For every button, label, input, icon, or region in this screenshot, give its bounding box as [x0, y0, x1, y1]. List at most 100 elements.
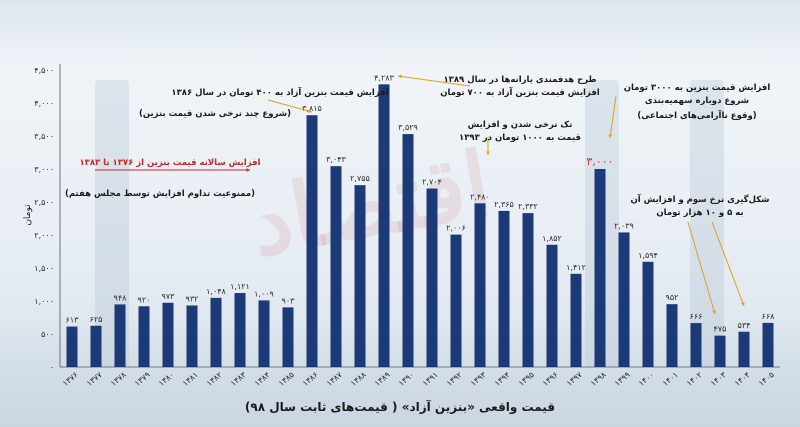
bar-value-label: ۶۱۳ [66, 316, 80, 325]
annotation-text: قیمت به ۱۰۰۰ تومان در ۱۳۹۳ [459, 133, 581, 143]
x-tick-label: ۱۴۰۵ [757, 370, 776, 388]
y-axis-label: تومان [23, 204, 33, 226]
x-tick-label: ۱۳۹۵ [517, 370, 536, 388]
annotations: افزایش قیمت بنزین آزاد به ۴۰۰ تومان در س… [65, 75, 770, 218]
annotation-text: شکل‌گیری نرخ سوم و افزایش آن [630, 193, 769, 205]
annotation-text: افزایش قیمت بنزین آزاد به ۷۰۰ تومان [440, 86, 600, 98]
x-tick-label: ۱۳۸۴ [253, 370, 272, 388]
y-tick-label: ۲,۵۰۰ [34, 198, 54, 207]
bar-value-label: ۲,۰۰۶ [446, 224, 466, 233]
annotation-text: (ممنوعیت تداوم افزایش توسط مجلس هفتم) [65, 189, 255, 199]
bars [66, 84, 774, 368]
bar [618, 232, 630, 367]
bar-value-label: ۱,۸۵۲ [542, 234, 562, 243]
y-tick-label: ۴,۵۰۰ [34, 66, 54, 75]
bar-value-label: ۲,۰۳۹ [614, 221, 634, 230]
bar [594, 169, 606, 367]
annotation-arrowhead [740, 302, 745, 306]
bar-value-label: ۹۷۳ [162, 292, 176, 301]
y-tick-label: ۳,۵۰۰ [34, 132, 54, 141]
bar-value-label: ۹۵۲ [666, 293, 679, 302]
bar [90, 325, 102, 367]
annotation-arrowhead [712, 310, 716, 314]
annotation-arrowhead [398, 74, 402, 79]
annotation-text: افزایش قیمت بنزین به ۳۰۰۰ تومان [624, 83, 771, 93]
bar [522, 213, 534, 367]
bar [66, 326, 78, 367]
x-tick-label: ۱۳۹۷ [565, 370, 584, 388]
bar [330, 166, 342, 367]
bar [666, 304, 678, 367]
x-tick-label: ۱۳۷۸ [109, 370, 128, 388]
x-tick-label: ۱۳۸۳ [229, 370, 248, 388]
y-tick-label: ۵۰۰ [41, 330, 54, 339]
x-tick-label: ۱۴۰۴ [733, 370, 752, 388]
x-tick-label: ۱۳۸۵ [277, 370, 296, 388]
axes [59, 64, 780, 368]
bar-value-label: ۲,۳۶۵ [494, 200, 514, 209]
x-axis-label: قیمت واقعی «بنزین آزاد» ( قیمت‌های ثابت … [245, 399, 555, 415]
bar-value-label: ۱,۵۹۴ [638, 251, 658, 260]
x-tick-labels: ۱۳۷۶ ۱۳۷۷ ۱۳۷۸ ۱۳۷۹ ۱۳۸۰ ۱۳۸۱ ۱۳۸۲ ۱۳۸۳ ۱۳۸۴ ۱۳۸۵… [61, 370, 776, 388]
x-tick-label: ۱۳۷۶ [61, 370, 80, 388]
annotation-text: افزایش سالانه قیمت بنزین از ۱۳۷۶ تا ۱۳۸۳ [79, 158, 260, 168]
x-tick-label: ۱۳۷۹ [133, 370, 152, 388]
bar-value-label: ۶۶۸ [762, 312, 776, 321]
x-tick-label: ۱۳۸۹ [373, 370, 392, 388]
annotation-arrow [397, 75, 471, 87]
annotation-text: طرح هدفمندی یارانه‌ها در سال ۱۳۸۹ [443, 75, 596, 85]
bar [714, 335, 726, 367]
bar-value-label: ۲,۷۰۴ [422, 178, 442, 187]
annotation-arrow [711, 221, 745, 307]
bar [570, 273, 582, 367]
annotation-arrowhead [246, 168, 250, 172]
bar [378, 84, 390, 368]
annotation-text: (وقوع ناآرامی‌های اجتماعی) [637, 109, 756, 121]
bar-value-label: ۹۴۸ [114, 293, 128, 302]
bar [234, 293, 246, 367]
bar [186, 305, 198, 367]
bar [306, 115, 318, 368]
annotation-arrow [267, 99, 313, 113]
x-tick-label: ۱۴۰۳ [709, 370, 728, 388]
y-tick-label: ۲,۰۰۰ [34, 231, 54, 240]
bar-value-label: ۲,۳۳۲ [518, 202, 538, 211]
bar [282, 307, 294, 367]
y-tick-label: ۴,۰۰۰ [34, 99, 54, 108]
annotation-text: افزایش قیمت بنزین آزاد به ۴۰۰ تومان در س… [171, 86, 388, 98]
bar [162, 302, 174, 367]
annotation-arrowhead [608, 134, 613, 138]
bar-value-label: ۱,۴۱۲ [566, 263, 586, 272]
bar [258, 300, 270, 367]
bar [642, 261, 654, 367]
y-tick-label: ۳,۰۰۰ [34, 165, 54, 174]
y-tick-labels: ۰ ۵۰۰ ۱,۰۰۰ ۱,۵۰۰ ۲,۰۰۰ ۲,۵۰۰ ۳,۰۰۰ ۳,۵۰۰ ۴,۰۰۰ ۴… [34, 66, 54, 372]
bar-value-label: ۴,۲۸۳ [374, 73, 394, 82]
x-tick-label: ۱۳۸۷ [325, 370, 344, 388]
bar-value-label: ۶۶۶ [690, 312, 703, 321]
bar [450, 234, 462, 367]
x-tick-label: ۱۳۹۹ [613, 370, 632, 388]
bar-value-label: ۱,۰۰۹ [254, 289, 274, 298]
y-tick-label: ۱,۵۰۰ [34, 264, 54, 273]
annotation-arrows [95, 74, 745, 315]
x-tick-label: ۱۳۹۳ [469, 370, 488, 388]
bar-value-label: ۴۷۵ [714, 325, 727, 334]
bar [762, 322, 774, 367]
bar-value-label: ۹۲۰ [138, 295, 151, 304]
bar [426, 188, 438, 367]
x-tick-label: ۱۳۹۶ [541, 370, 560, 388]
bar [690, 323, 702, 367]
annotation-text: به ۵ و ۱۰ هزار تومان [656, 208, 743, 218]
bar-value-label: ۳,۸۱۵ [302, 104, 322, 113]
annotation-text: (شروع چند نرخی شدن قیمت بنزین) [139, 109, 291, 119]
y-tick-label: ۰ [50, 363, 54, 372]
bar-value-label: ۲,۴۸۰ [470, 192, 490, 201]
background-canopy [0, 0, 800, 70]
bar-value-label: ۹۰۳ [282, 296, 296, 305]
x-tick-label: ۱۳۹۴ [493, 370, 512, 388]
x-tick-label: ۱۳۸۶ [301, 370, 320, 388]
bar-value-label: ۳,۰۰۰ [586, 155, 613, 168]
bar-value-label: ۶۲۵ [90, 315, 103, 324]
